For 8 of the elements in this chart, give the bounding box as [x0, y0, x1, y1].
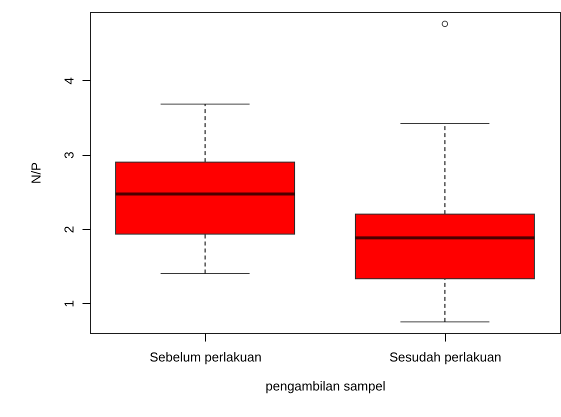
x-axis-title: pengambilan sampel [266, 378, 386, 394]
y-tick-label: 2 [62, 226, 76, 234]
y-axis-title: N/P [28, 162, 44, 184]
y-tick-label: 4 [62, 77, 76, 84]
y-tick-label: 3 [62, 152, 76, 159]
y-tick-label: 1 [62, 300, 76, 308]
x-tick-label: Sebelum perlakuan [150, 350, 262, 364]
x-tick-label: Sesudah perlakuan [389, 350, 502, 364]
